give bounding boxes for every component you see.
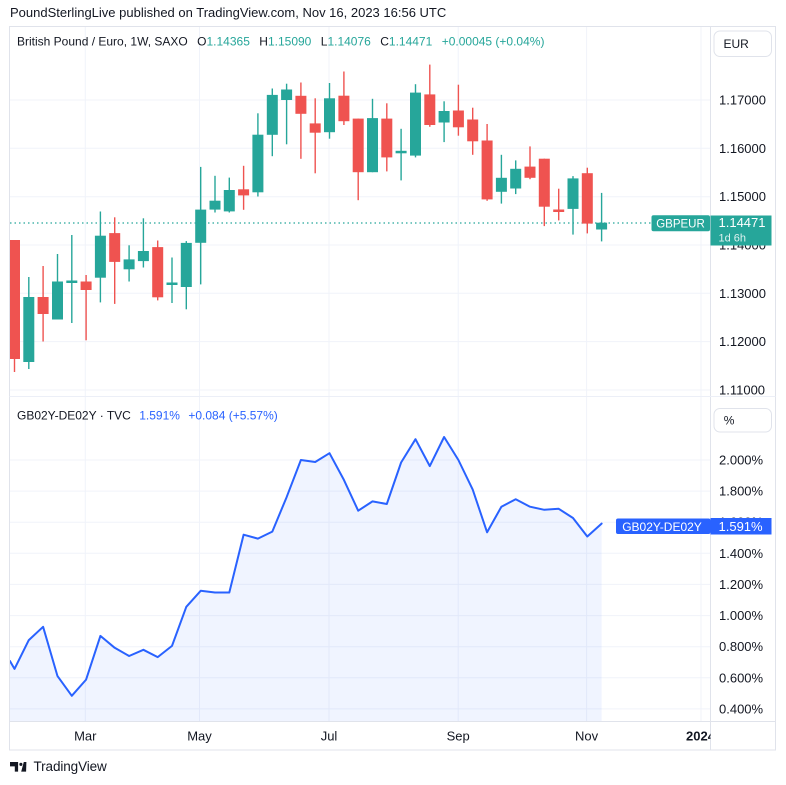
svg-text:2.000%: 2.000% xyxy=(719,453,764,468)
svg-text:1.17000: 1.17000 xyxy=(719,93,766,108)
svg-text:1d 6h: 1d 6h xyxy=(719,233,747,245)
svg-text:British Pound / Euro, 1W, SAXO: British Pound / Euro, 1W, SAXO O1.14365 … xyxy=(17,35,544,49)
svg-text:1.200%: 1.200% xyxy=(719,577,764,592)
svg-text:1.800%: 1.800% xyxy=(719,484,764,499)
svg-text:1.16000: 1.16000 xyxy=(719,141,766,156)
svg-text:1.15000: 1.15000 xyxy=(719,189,766,204)
svg-text:May: May xyxy=(187,729,212,744)
svg-text:1.000%: 1.000% xyxy=(719,608,764,623)
svg-text:2024: 2024 xyxy=(686,729,716,744)
svg-text:1.400%: 1.400% xyxy=(719,546,764,561)
svg-text:1.591%: 1.591% xyxy=(719,519,764,534)
svg-text:0.800%: 0.800% xyxy=(719,639,764,654)
svg-text:Nov: Nov xyxy=(575,729,599,744)
svg-text:1.11000: 1.11000 xyxy=(719,382,765,397)
svg-text:GB02Y-DE02Y: GB02Y-DE02Y xyxy=(622,520,702,534)
svg-text:EUR: EUR xyxy=(724,37,750,51)
svg-text:1.14471: 1.14471 xyxy=(719,215,766,230)
svg-text:Jul: Jul xyxy=(321,729,338,744)
svg-text:Sep: Sep xyxy=(447,729,470,744)
svg-text:GBPEUR: GBPEUR xyxy=(656,218,705,230)
svg-text:%: % xyxy=(724,414,735,428)
svg-text:0.400%: 0.400% xyxy=(719,701,764,716)
svg-text:1.12000: 1.12000 xyxy=(719,334,766,349)
svg-text:0.600%: 0.600% xyxy=(719,670,764,685)
svg-text:1.13000: 1.13000 xyxy=(719,286,766,301)
svg-text:GB02Y-DE02Y · TVC 1.591% +0.: GB02Y-DE02Y · TVC 1.591% +0.084 (+5.57%) xyxy=(17,408,278,422)
svg-text:Mar: Mar xyxy=(74,729,97,744)
